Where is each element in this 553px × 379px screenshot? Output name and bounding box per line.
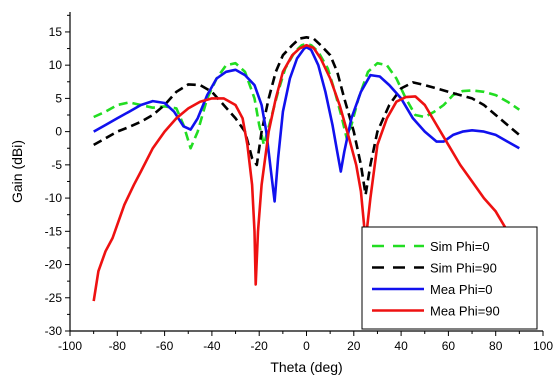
legend-label-mea-phi-0: Mea Phi=0 bbox=[430, 282, 493, 297]
legend: Sim Phi=0 Sim Phi=90 Mea Phi=0 Mea Phi=90 bbox=[361, 226, 538, 330]
y-tick-label: -25 bbox=[45, 291, 63, 305]
y-tick-label: -15 bbox=[45, 224, 63, 238]
plot-lines bbox=[92, 36, 521, 302]
series-line-sim-phi-0 bbox=[93, 42, 521, 150]
x-tick-label: -80 bbox=[109, 339, 127, 353]
y-axis-title: Gain (dBi) bbox=[9, 140, 25, 203]
y-tick-label: -30 bbox=[45, 324, 63, 338]
y-tick-label: -5 bbox=[51, 158, 62, 172]
legend-box bbox=[361, 226, 538, 330]
x-tick-label: -60 bbox=[156, 339, 174, 353]
y-tick-label: 10 bbox=[49, 58, 63, 72]
x-tick-label: 20 bbox=[347, 339, 361, 353]
y-tick-label: -10 bbox=[45, 191, 63, 205]
y-tick-label: -20 bbox=[45, 258, 63, 272]
series-line-sim-phi-90 bbox=[93, 36, 521, 197]
y-tick-label: 0 bbox=[55, 125, 62, 139]
x-tick-label: 100 bbox=[533, 339, 553, 353]
axes bbox=[65, 12, 544, 336]
series-line-mea-phi-0 bbox=[93, 45, 520, 203]
y-tick-label: 5 bbox=[55, 91, 62, 105]
x-tick-label: -100 bbox=[58, 339, 82, 353]
y-tick-label: 15 bbox=[49, 25, 63, 39]
x-axis-title: Theta (deg) bbox=[270, 359, 342, 375]
series-line-mea-phi-90 bbox=[92, 43, 516, 302]
x-tick-label: 80 bbox=[489, 339, 503, 353]
x-tick-label: 0 bbox=[303, 339, 310, 353]
x-tick-label: -20 bbox=[251, 339, 269, 353]
legend-label-mea-phi-90: Mea Phi=90 bbox=[430, 304, 500, 319]
x-tick-label: 60 bbox=[442, 339, 456, 353]
legend-label-sim-phi-0: Sim Phi=0 bbox=[430, 239, 490, 254]
x-tick-label: 40 bbox=[394, 339, 408, 353]
tick-labels: -100 -80 -60 -40 -20 0 20 40 60 80 100-30-25-20-15… bbox=[45, 25, 553, 353]
legend-label-sim-phi-90: Sim Phi=90 bbox=[430, 261, 497, 276]
x-tick-label: -40 bbox=[203, 339, 221, 353]
